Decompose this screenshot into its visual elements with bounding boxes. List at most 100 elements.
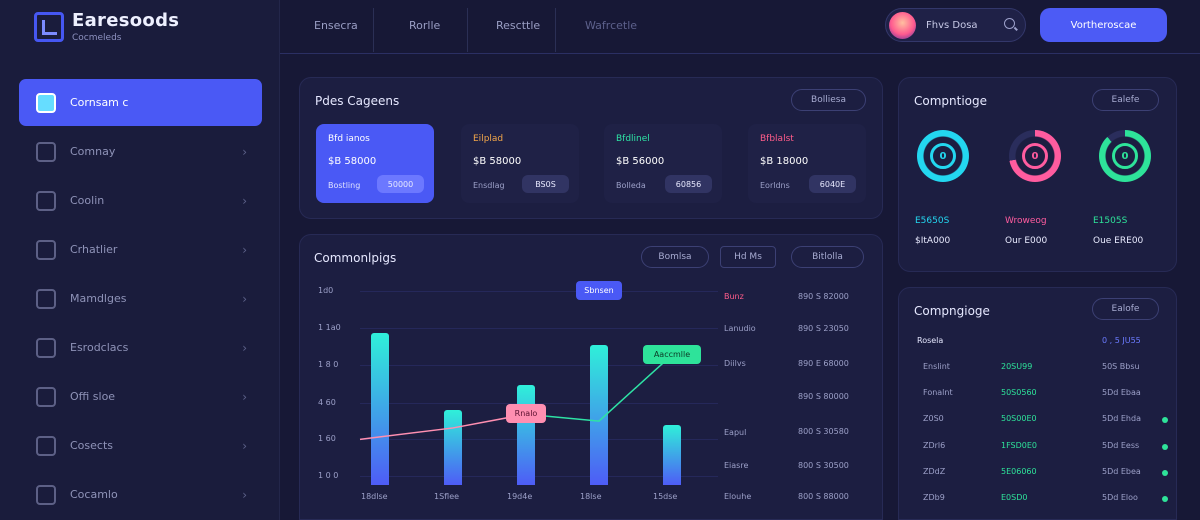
status-dot-icon [1162,470,1168,476]
x-tick-label: 1Sflee [434,492,460,501]
list-cell-c: 5Dd Ebaa [1102,388,1141,397]
sidebar-item-2[interactable]: Coolin › [19,177,262,224]
status-dot-icon [1162,417,1168,423]
chart-bar [371,333,389,485]
line-segment-green [525,354,673,422]
y-tick-label: 4 60 [318,397,336,407]
stat-value: $B 18000 [760,156,809,167]
list-card: Compngioge Ealofe Rosela 0 , 5 JU55 Ensl… [898,287,1177,520]
passes-card-title: Pdes Cageens [315,94,400,108]
stat-label: Eorldns [760,181,790,190]
sidebar-item-6[interactable]: Offi sloe › [19,373,262,420]
tab-1[interactable]: Rorlle [409,19,441,32]
stat-card-1[interactable]: Eilplad $B 58000 Ensdlag BS0S [461,124,579,203]
passes-filter-button[interactable]: Bolliesa [791,89,866,111]
list-item[interactable]: Fonalnt 50S0560 5Dd Ebaa [917,388,1162,408]
list-cell-b: 50S00E0 [1001,414,1037,423]
stat-badge: 50000 [377,175,424,193]
x-tick-label: 18lse [580,492,602,501]
status-dot-icon [1162,444,1168,450]
chevron-right-icon: › [242,340,247,355]
sidebar-item-3[interactable]: Crhatlier › [19,226,262,273]
stat-label: Bostling [328,181,361,190]
x-tick-label: 15dse [653,492,678,501]
sidebar-item-4[interactable]: Mamdlges › [19,275,262,322]
y-tick-label: 1 8 0 [318,360,339,370]
stat-card-3[interactable]: Bfblalst $B 18000 Eorldns 6040E [748,124,866,203]
list-cell-a: ZDb9 [923,493,945,502]
image-icon [36,288,56,309]
chart-annotation: Rnalo [506,404,546,424]
stat-value: $B 58000 [473,156,522,167]
chart-bar [590,344,608,485]
ring-label-2: E1505S [1093,216,1128,226]
list-cell-a: ZDdZ [923,467,946,476]
list-item[interactable]: ZDdZ 5E06060 5Dd Ebea [917,467,1168,487]
stat-title: Bfdlinel [616,134,650,144]
x-tick-label: 19d4e [507,492,533,501]
sidebar-item-label: Offi sloe [70,390,116,403]
list-header-left: Rosela [917,336,944,345]
stat-title: Bfblalst [760,134,794,144]
list-item[interactable]: ZDb9 E0SD0 5Dd Eloo [917,493,1168,513]
user-chip[interactable]: Fhvs Dosa [885,8,1026,42]
sidebar-item-0[interactable]: Cornsam c [19,79,262,126]
primary-action-button[interactable]: Vortheroscae [1040,8,1167,42]
stat-label: Bolleda [616,181,646,190]
stat-label: Ensdlag [473,181,505,190]
chart-filter-button-2[interactable]: Bitlolla [791,246,864,268]
legend-value-6: 800 S 88000 [798,492,849,501]
stat-badge: 6040E [809,175,856,193]
brand-logo[interactable]: Earesoods Cocmeleds [34,10,179,43]
pie-icon [36,141,56,162]
sidebar-item-label: Comnay [70,145,116,158]
tab-3[interactable]: Wafrcetle [585,19,638,32]
chevron-right-icon: › [242,487,247,502]
sidebar-nav: Cornsam c Comnay › Coolin › Crhatlier › Mam… [19,79,262,520]
sidebar-item-1[interactable]: Comnay › [19,128,262,175]
line-series [359,354,673,441]
sidebar: Earesoods Cocmeleds Cornsam c Comnay › Co… [0,0,280,520]
legend-label-1: Lanudio [724,324,756,333]
sidebar-item-5[interactable]: Esrodclacs › [19,324,262,371]
list-cell-b: 50S0560 [1001,388,1037,397]
sidebar-item-7[interactable]: Cosects › [19,422,262,469]
legend-label-4: Eiasre [724,461,749,470]
legend-label-2: Diilvs [724,359,746,368]
ring-glyph: 0 [1112,143,1138,169]
list-filter-button[interactable]: Ealofe [1092,298,1159,320]
avatar[interactable] [889,11,916,39]
stat-card-0[interactable]: Bfd ianos $B 58000 Bostling 50000 [316,124,434,203]
tab-divider [467,8,468,52]
stat-badge: BS0S [522,175,569,193]
sidebar-item-label: Cocamlo [70,488,118,501]
ring-value-1: Our E000 [1005,236,1048,246]
tab-0[interactable]: Ensecra [314,19,358,32]
legend-value-2: 890 E 68000 [798,359,849,368]
tab-2[interactable]: Rescttle [496,19,541,32]
sidebar-item-8[interactable]: Cocamlo › [19,471,262,518]
chevron-right-icon: › [242,291,247,306]
box-icon [36,190,56,211]
chart-gridline [360,365,718,367]
list-cell-c: 5Dd Eloo [1102,493,1138,502]
completion-filter-button[interactable]: Ealefe [1092,89,1159,111]
stat-value: $B 56000 [616,156,665,167]
settings-icon [36,435,56,456]
list-card-title: Compngioge [914,304,990,318]
legend-value-1: 890 S 23050 [798,324,849,333]
chart-icon [36,239,56,260]
list-item[interactable]: Enslint 20SU99 50S Bbsu [917,362,1162,382]
list-item[interactable]: ZDrl6 1FSD0E0 5Dd Eess [917,441,1168,461]
status-dot-icon [1162,496,1168,502]
chart-filter-button-0[interactable]: Bomlsa [641,246,709,268]
y-tick-label: 1d0 [318,286,334,295]
chart-gridline [360,475,718,477]
list-item[interactable]: Z0S0 50S00E0 5Dd Ehda [917,414,1168,434]
stat-card-2[interactable]: Bfdlinel $B 56000 Bolleda 60856 [604,124,722,203]
list-cell-c: 5Dd Eess [1102,441,1140,450]
search-icon[interactable] [1004,18,1015,29]
ring-value-2: Oue ERE00 [1093,236,1144,246]
chart-filter-button-1[interactable]: Hd Ms [720,246,776,268]
